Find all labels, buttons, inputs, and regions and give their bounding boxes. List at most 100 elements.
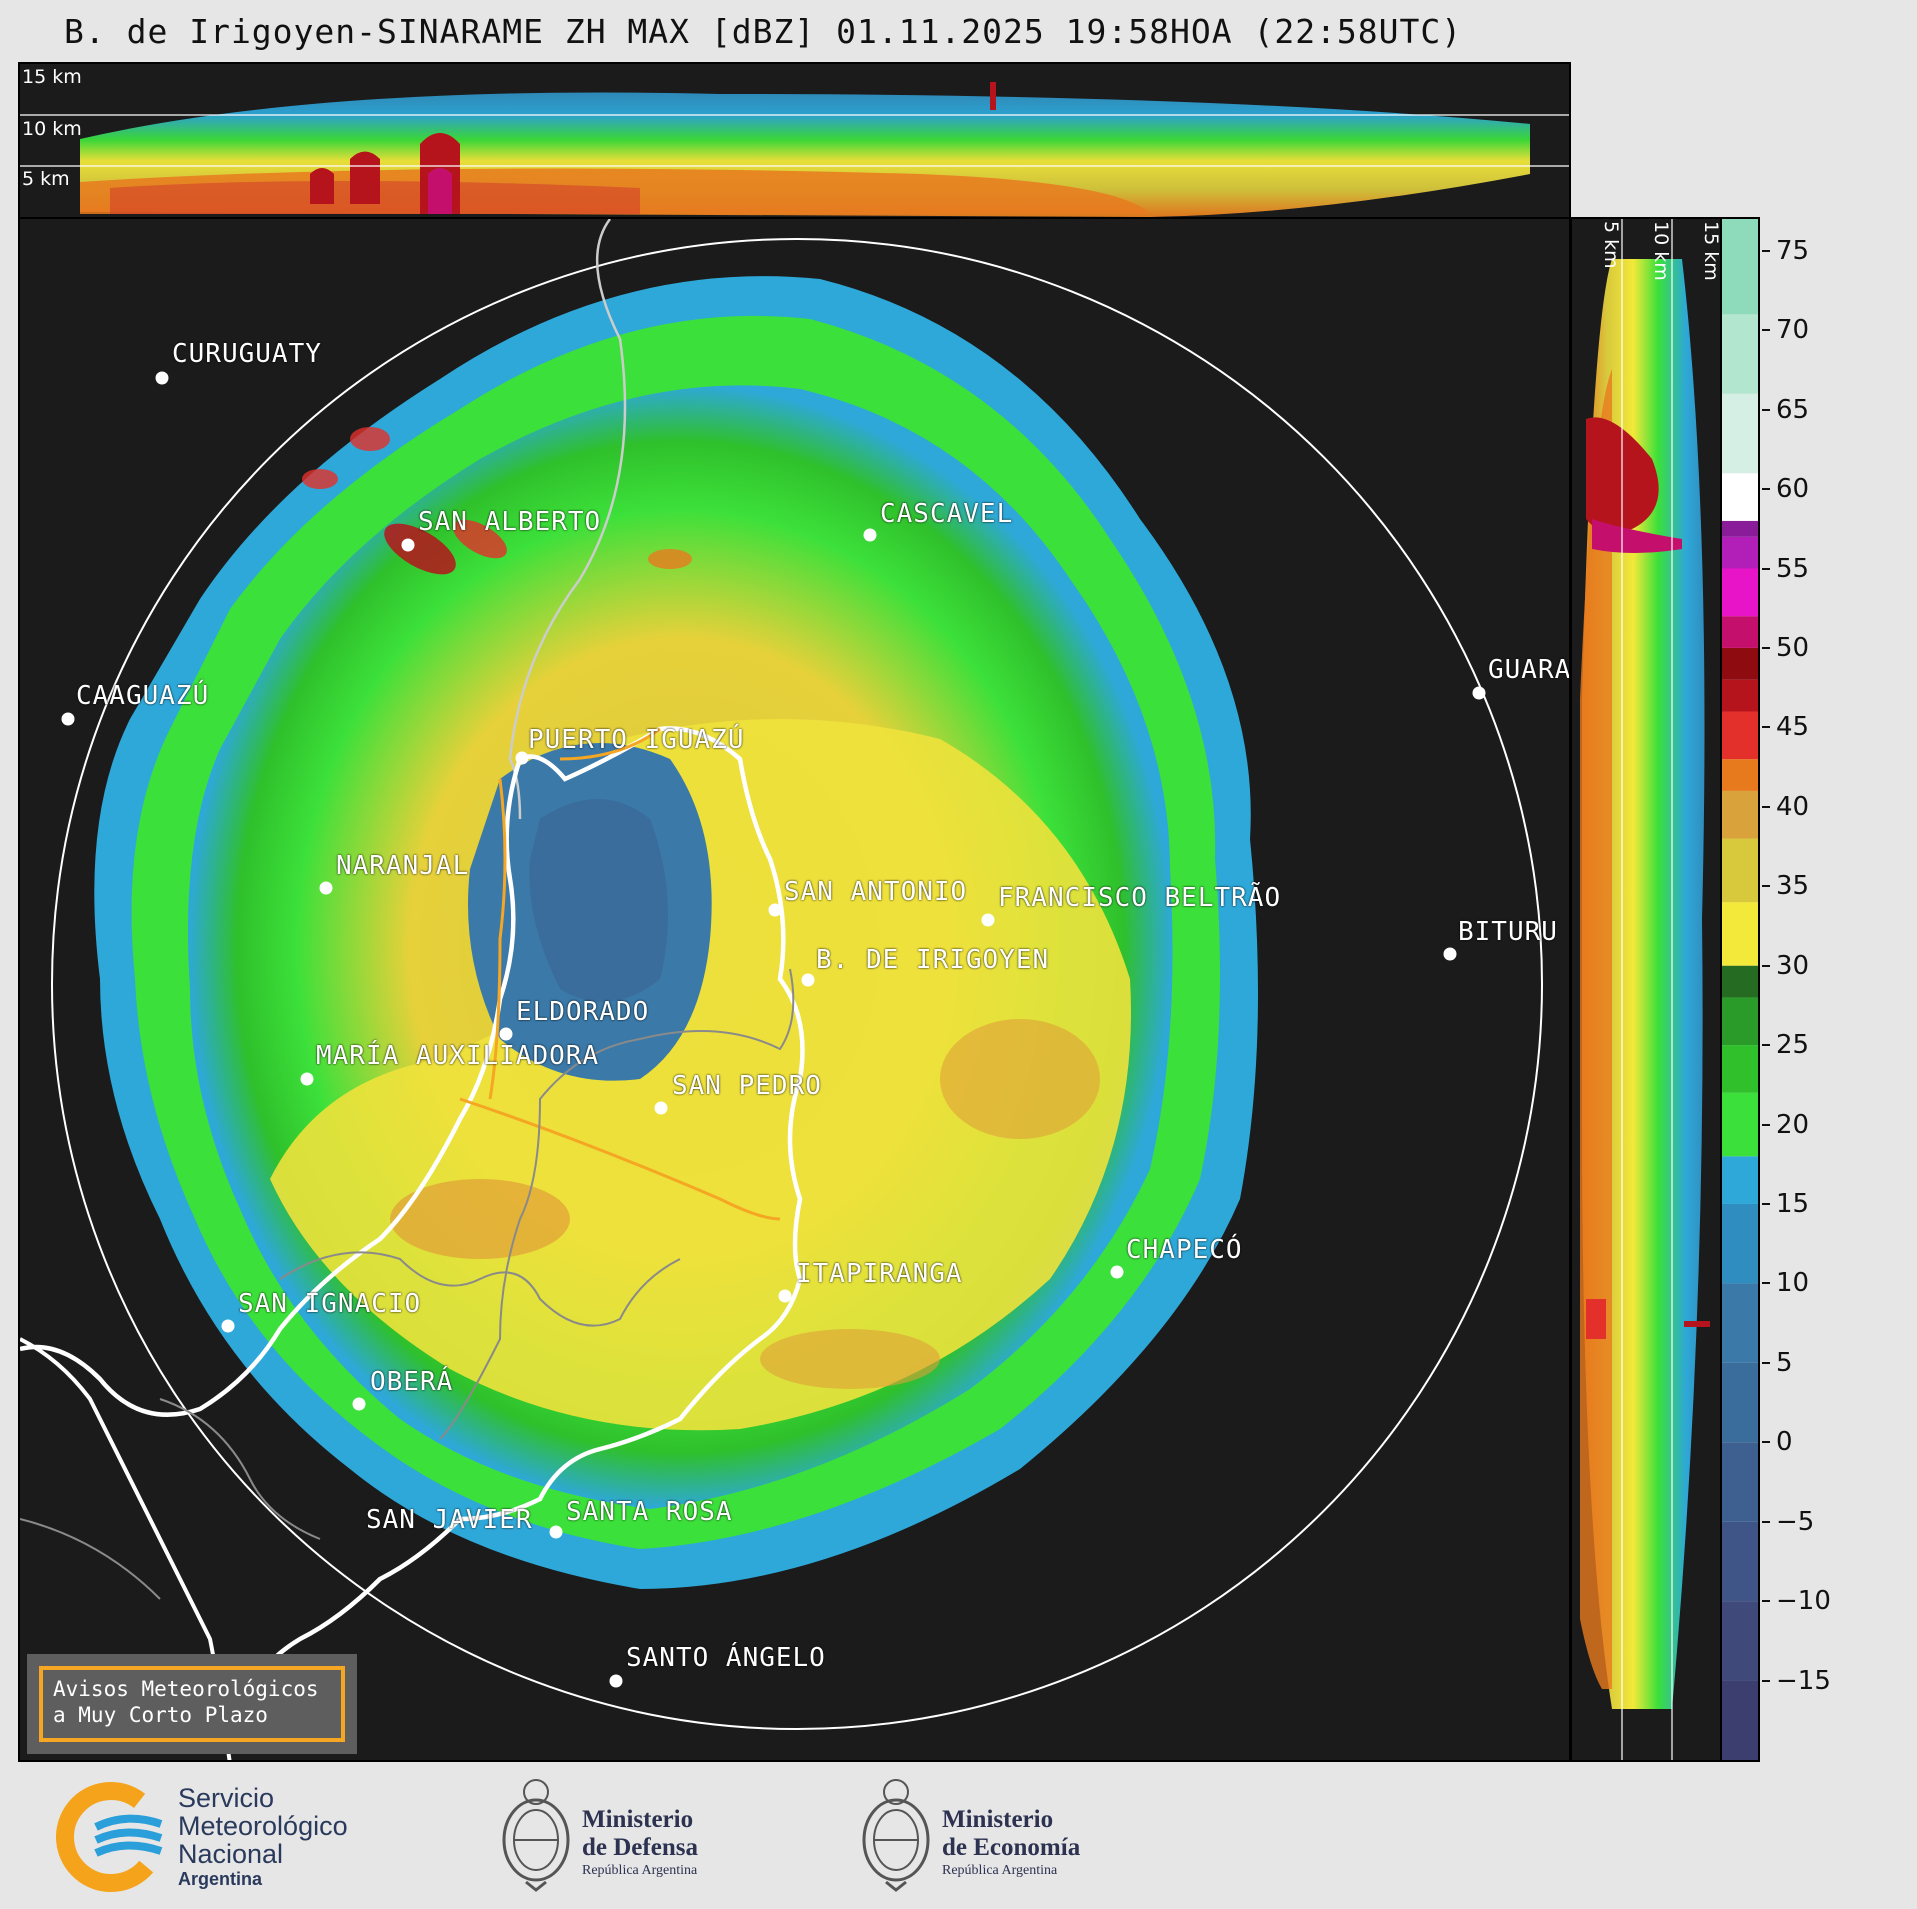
colorbar-tick bbox=[1762, 329, 1770, 332]
colorbar-band bbox=[1722, 616, 1758, 648]
colorbar-tick-label: 35 bbox=[1776, 871, 1810, 902]
city-label-santo-angelo: SANTO ÁNGELO bbox=[626, 1643, 826, 1673]
defensa-line-1: Ministerio bbox=[582, 1806, 694, 1833]
colorbar-tick-label: 70 bbox=[1776, 315, 1810, 346]
colorbar-tick-label: −15 bbox=[1776, 1665, 1831, 1696]
city-dot-puerto-iguazu bbox=[515, 751, 529, 765]
city-label-maria-auxiliadora: MARÍA AUXILIADORA bbox=[316, 1041, 600, 1071]
argentina-coat-of-arms-icon bbox=[862, 1779, 930, 1892]
colorbar-band bbox=[1722, 965, 1758, 998]
right-label-15km: 15 km bbox=[1700, 221, 1722, 281]
city-label-san-antonio: SAN ANTONIO bbox=[784, 877, 968, 907]
city-dot-san-antonio bbox=[768, 903, 782, 917]
colorbar-tick-label: 45 bbox=[1776, 712, 1810, 743]
radar-map[interactable]: CURUGUATY SAN ALBERTO CASCAVEL CAAGUAZÚ … bbox=[18, 217, 1571, 1762]
warning-line-2: a Muy Corto Plazo bbox=[53, 1703, 268, 1727]
colorbar-tick bbox=[1762, 885, 1770, 888]
colorbar-tick bbox=[1762, 964, 1770, 967]
colorbar-tick-label: 55 bbox=[1776, 553, 1810, 584]
city-label-san-alberto: SAN ALBERTO bbox=[418, 507, 602, 537]
warning-box[interactable]: Avisos Meteorológicos a Muy Corto Plazo bbox=[27, 1654, 357, 1754]
colorbar-band bbox=[1722, 473, 1758, 521]
city-label-eldorado: ELDORADO bbox=[516, 997, 650, 1027]
city-dot-chapeco bbox=[1110, 1265, 1124, 1279]
right-cross-section-plot bbox=[1580, 219, 1710, 1760]
colorbar-band bbox=[1722, 790, 1758, 839]
colorbar-tick bbox=[1762, 726, 1770, 729]
radar-map-plot bbox=[20, 219, 1543, 1760]
colorbar-band bbox=[1722, 1203, 1758, 1284]
colorbar-band bbox=[1722, 1442, 1758, 1522]
argentina-coat-of-arms-icon bbox=[502, 1779, 570, 1892]
city-dot-itapiranga bbox=[778, 1289, 792, 1303]
colorbar-band bbox=[1722, 393, 1758, 474]
defensa-line-2: de Defensa bbox=[582, 1834, 698, 1861]
city-label-obera: OBERÁ bbox=[370, 1367, 454, 1397]
colorbar-tick-label: 10 bbox=[1776, 1268, 1810, 1299]
colorbar-tick-label: 30 bbox=[1776, 950, 1810, 981]
colorbar-band bbox=[1722, 219, 1758, 315]
city-label-francisco-beltrao: FRANCISCO BELTRÃO bbox=[998, 883, 1282, 913]
city-dot-cascavel bbox=[863, 528, 877, 542]
colorbar-tick bbox=[1762, 1679, 1770, 1682]
colorbar-tick bbox=[1762, 1202, 1770, 1205]
city-dot-eldorado bbox=[499, 1027, 513, 1041]
city-label-bituru: BITURU bbox=[1458, 917, 1558, 947]
city-label-caaguazu: CAAGUAZÚ bbox=[76, 681, 210, 711]
colorbar-tick-label: −5 bbox=[1776, 1506, 1815, 1537]
colorbar-band bbox=[1722, 1680, 1758, 1760]
right-cross-section: 5 km 10 km 15 km bbox=[1570, 217, 1722, 1762]
city-dot-bituru bbox=[1443, 947, 1457, 961]
colorbar-tick bbox=[1762, 1361, 1770, 1364]
smn-line-1: Servicio bbox=[178, 1783, 275, 1813]
city-dot-caaguazu bbox=[61, 712, 75, 726]
colorbar-tick-label: 60 bbox=[1776, 474, 1810, 505]
colorbar-tick-label: 40 bbox=[1776, 791, 1810, 822]
colorbar-band bbox=[1722, 759, 1758, 791]
colorbar-band bbox=[1722, 1045, 1758, 1093]
defensa-line-3: República Argentina bbox=[582, 1863, 698, 1878]
city-label-chapeco: CHAPECÓ bbox=[1126, 1235, 1243, 1265]
top-cross-section-plot bbox=[20, 82, 1569, 217]
colorbar-band bbox=[1722, 1156, 1758, 1204]
colorbar-tick-label: −10 bbox=[1776, 1586, 1831, 1617]
colorbar-band bbox=[1722, 997, 1758, 1046]
colorbar-band bbox=[1722, 647, 1758, 680]
city-label-curuguaty: CURUGUATY bbox=[172, 339, 322, 369]
colorbar-tick bbox=[1762, 488, 1770, 491]
city-label-puerto-iguazu: PUERTO IGUAZÚ bbox=[528, 725, 745, 755]
colorbar-band bbox=[1722, 1092, 1758, 1157]
colorbar-band bbox=[1722, 314, 1758, 394]
city-dot-san-ignacio bbox=[221, 1319, 235, 1333]
colorbar-tick bbox=[1762, 1282, 1770, 1285]
smn-line-3: Nacional bbox=[178, 1839, 284, 1869]
colorbar-band bbox=[1722, 1283, 1758, 1363]
city-label-san-ignacio: SAN IGNACIO bbox=[238, 1289, 422, 1319]
city-label-b-de-irigoyen: B. DE IRIGOYEN bbox=[816, 945, 1050, 975]
smn-emblem-icon bbox=[56, 1782, 166, 1892]
colorbar-band bbox=[1722, 1601, 1758, 1681]
colorbar bbox=[1720, 217, 1760, 1762]
warning-line-1: Avisos Meteorológicos bbox=[53, 1677, 319, 1701]
colorbar-tick-label: 50 bbox=[1776, 632, 1810, 663]
top-cross-section: 15 km 10 km 5 km bbox=[18, 62, 1571, 219]
colorbar-tick bbox=[1762, 1044, 1770, 1047]
colorbar-band bbox=[1722, 711, 1758, 760]
colorbar-tick-label: 15 bbox=[1776, 1188, 1810, 1219]
colorbar-band bbox=[1722, 520, 1758, 537]
city-dot-naranjal bbox=[319, 881, 333, 895]
city-dot-curuguaty bbox=[155, 371, 169, 385]
colorbar-tick bbox=[1762, 1520, 1770, 1523]
city-label-cascavel: CASCAVEL bbox=[880, 499, 1014, 529]
colorbar-tick-label: 75 bbox=[1776, 235, 1810, 266]
city-dot-san-alberto bbox=[401, 538, 415, 552]
top-label-15km: 15 km bbox=[22, 66, 82, 88]
city-dot-santa-rosa bbox=[549, 1525, 563, 1539]
colorbar-band bbox=[1722, 568, 1758, 617]
economia-line-2: de Economía bbox=[942, 1834, 1081, 1861]
colorbar-tick-label: 25 bbox=[1776, 1030, 1810, 1061]
city-label-itapiranga: ITAPIRANGA bbox=[796, 1259, 963, 1289]
economia-line-1: Ministerio bbox=[942, 1806, 1054, 1833]
smn-line-2: Meteorológico bbox=[178, 1811, 348, 1841]
city-dot-obera bbox=[352, 1397, 366, 1411]
